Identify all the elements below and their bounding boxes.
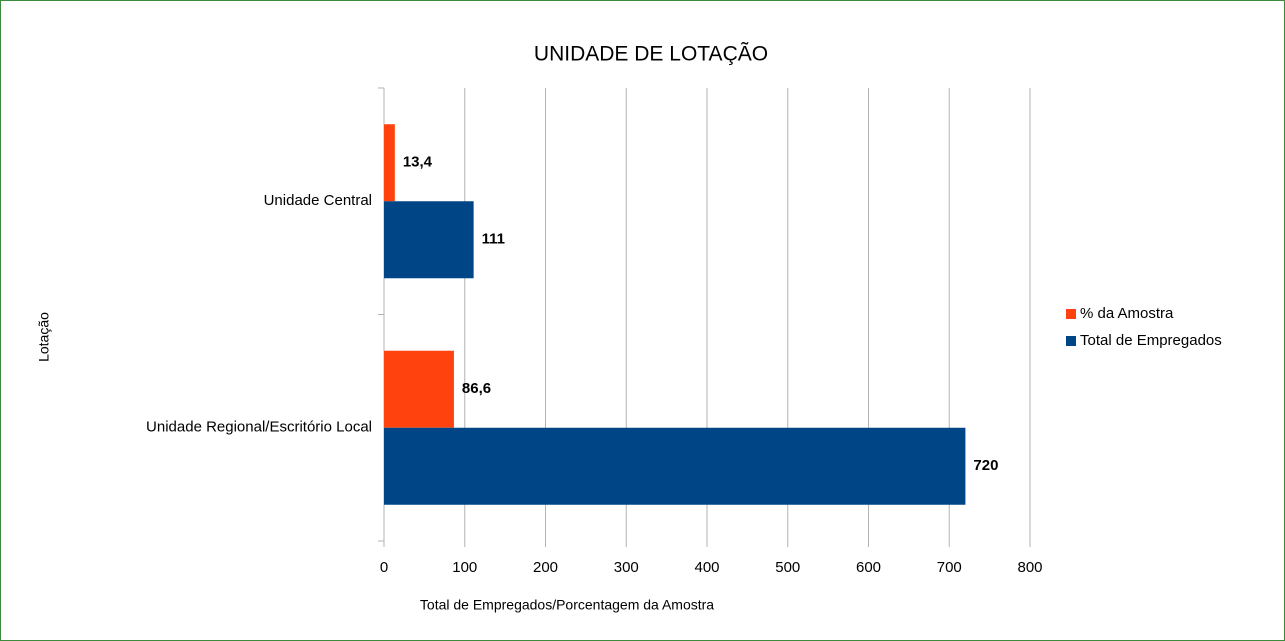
legend-swatch	[1066, 336, 1076, 346]
data-label: 13,4	[403, 154, 433, 171]
x-tick-label: 100	[452, 559, 477, 576]
data-label: 86,6	[462, 380, 491, 397]
y-tick-label: Unidade Central	[264, 192, 372, 209]
x-tick-label: 200	[533, 559, 558, 576]
x-tick-label: 500	[775, 559, 800, 576]
x-tick-label: 0	[380, 559, 388, 576]
bar	[384, 201, 474, 279]
chart-title: UNIDADE DE LOTAÇÃO	[534, 42, 768, 66]
bar	[384, 350, 454, 428]
legend-label: Total de Empregados	[1080, 332, 1222, 349]
x-tick-label: 400	[694, 559, 719, 576]
x-axis-label: Total de Empregados/Porcentagem da Amost…	[420, 597, 714, 613]
legend-swatch	[1066, 309, 1076, 319]
x-tick-label: 600	[856, 559, 881, 576]
x-tick-label: 700	[937, 559, 962, 576]
data-label: 111	[482, 231, 505, 248]
y-tick-label: Unidade Regional/Escritório Local	[146, 419, 372, 436]
bar	[384, 427, 966, 505]
x-tick-label: 800	[1017, 559, 1042, 576]
bar	[384, 124, 395, 202]
legend-label: % da Amostra	[1080, 305, 1174, 322]
data-label: 720	[973, 457, 998, 474]
x-tick-label: 300	[614, 559, 639, 576]
y-axis-label: Lotação	[36, 312, 52, 362]
